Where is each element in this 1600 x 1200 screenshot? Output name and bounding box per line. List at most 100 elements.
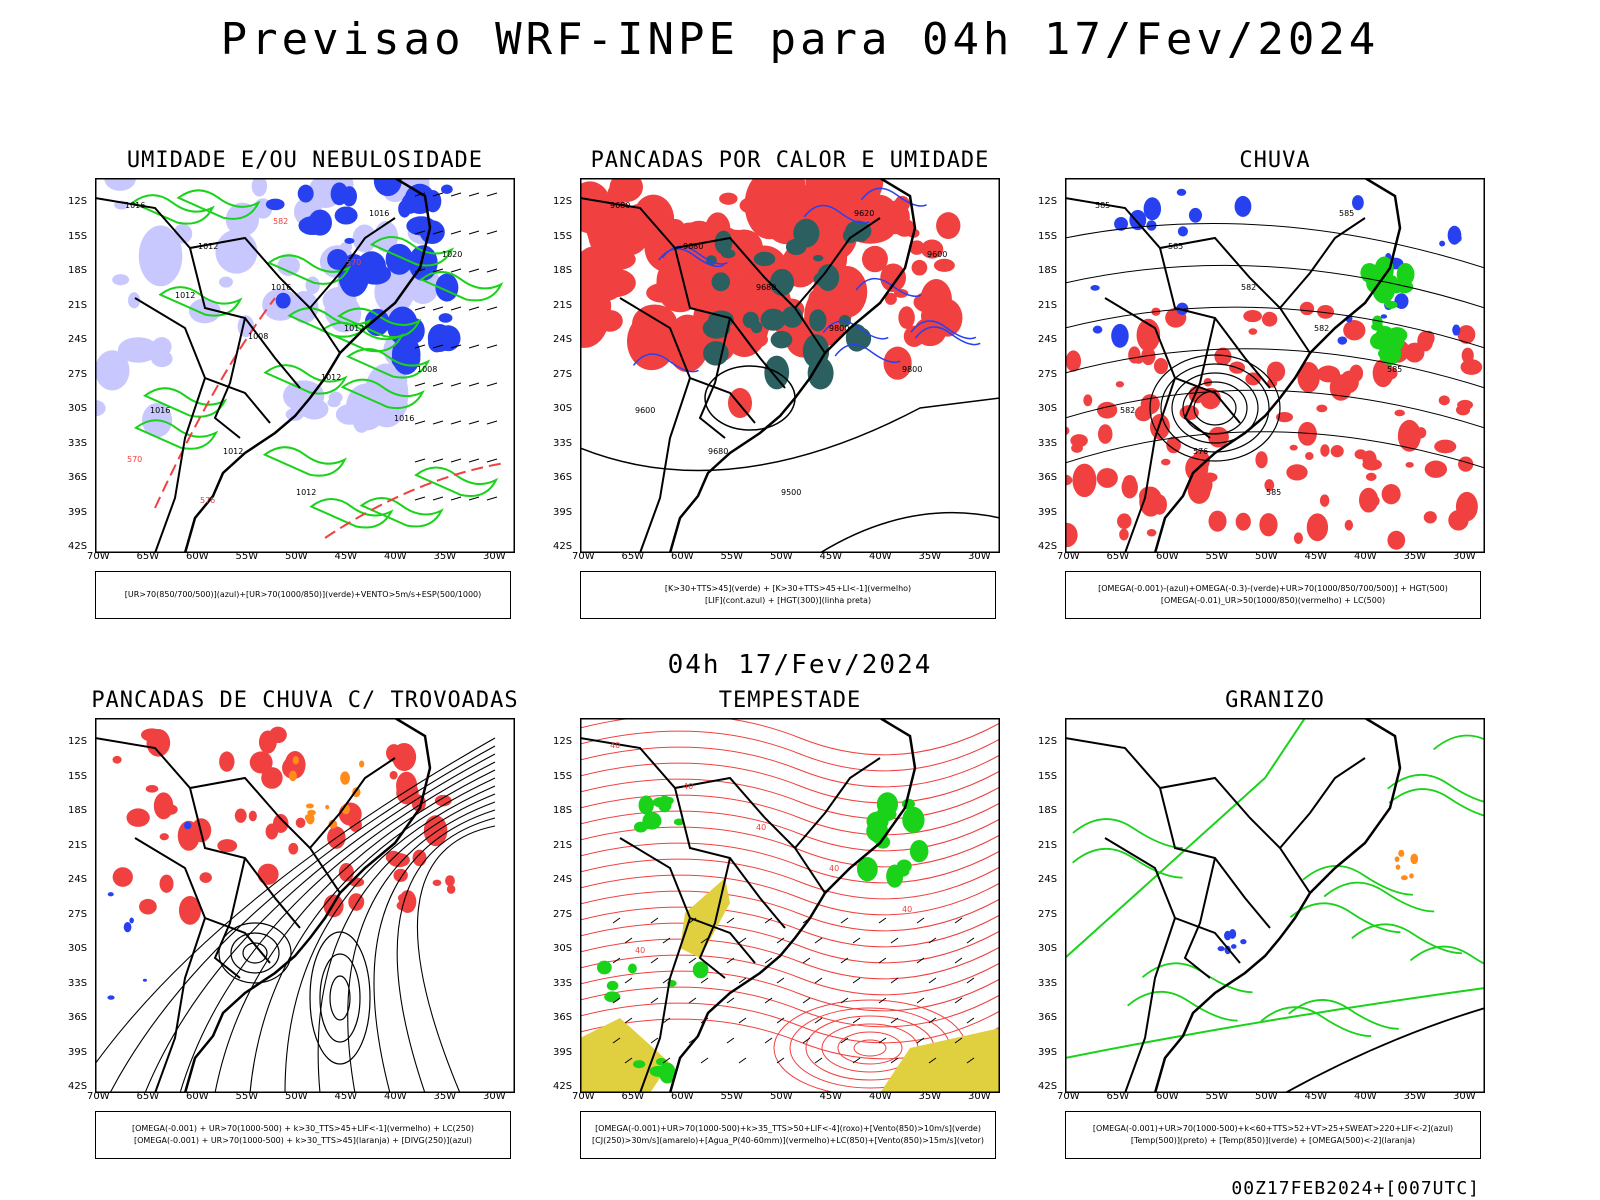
lat-tick-label: 21S bbox=[68, 839, 88, 851]
panel-title: UMIDADE E/OU NEBULOSIDADE bbox=[126, 148, 484, 173]
contour-label: 585 bbox=[1168, 242, 1183, 251]
lat-tick-label: 12S bbox=[68, 736, 88, 747]
lat-tick-label: 27S bbox=[1038, 908, 1058, 920]
contour-label: 1008 bbox=[248, 332, 268, 341]
legend-line: [CJ(250)>30m/s](amarelo)+[Agua_P(40-60mm… bbox=[592, 1136, 984, 1145]
contour-labels: 9680 9680 9680 9800 9800 9600 9680 9500 9620 9600 bbox=[610, 201, 947, 497]
map-frame bbox=[580, 178, 1000, 553]
jet-yellow-fill bbox=[880, 1028, 1000, 1093]
legend-line: [OMEGA(-0.001)+UR>70(1000-500)+k<60+TTS>… bbox=[1092, 1124, 1454, 1133]
contour-labels: 585 585 582 582 585 582 576 585 585 bbox=[1095, 201, 1402, 497]
lon-tick-label: 65W bbox=[621, 551, 645, 562]
map-frame bbox=[95, 178, 515, 553]
lat-tick-label: 21S bbox=[68, 299, 88, 311]
contour-label: 40 bbox=[756, 823, 766, 832]
contour-label: 1012 bbox=[321, 373, 341, 382]
lat-tick-label: 36S bbox=[68, 472, 88, 483]
map-area bbox=[1065, 718, 1485, 1093]
contour-label: 576 bbox=[1193, 447, 1208, 456]
convection-red-fill bbox=[880, 195, 963, 380]
lon-tick-label: 65W bbox=[136, 551, 160, 562]
coastline-and-borders bbox=[580, 178, 917, 553]
map-svg: 1016 1012 1016 1012 1008 1016 1012 1012 1016 1020… bbox=[95, 178, 515, 553]
lon-tick-label: 55W bbox=[1205, 1091, 1229, 1102]
lon-tick-label: 45W bbox=[819, 551, 843, 562]
map-area: 40 40 40 40 40 40 bbox=[580, 718, 1000, 1093]
map-svg: 40 40 40 40 40 40 bbox=[580, 718, 1000, 1093]
legend-line: [Temp(500)](preto) + [Temp(850)](verde) … bbox=[1130, 1136, 1416, 1145]
lon-tick-label: 35W bbox=[1403, 551, 1427, 562]
lat-tick-label: 27S bbox=[1038, 368, 1058, 380]
coastline-and-borders bbox=[580, 718, 917, 1093]
divergence-blue-fill bbox=[107, 821, 192, 1000]
lat-tick-label: 39S bbox=[553, 1046, 573, 1058]
lat-tick-label: 39S bbox=[553, 506, 573, 518]
lat-tick-label: 24S bbox=[553, 874, 573, 885]
contour-label: 9620 bbox=[854, 209, 874, 218]
lat-tick-label: 33S bbox=[68, 437, 88, 449]
lat-tick-label: 15S bbox=[68, 230, 88, 242]
lon-tick-label: 45W bbox=[819, 1091, 843, 1102]
lon-tick-label: 45W bbox=[1304, 1091, 1328, 1102]
lat-tick-label: 30S bbox=[1038, 403, 1058, 414]
contour-label: 9680 bbox=[683, 242, 703, 251]
lon-tick-label: 65W bbox=[1106, 551, 1130, 562]
contour-label: 582 bbox=[1120, 406, 1135, 415]
map-base bbox=[1065, 718, 1485, 1093]
contour-label: 585 bbox=[1266, 488, 1281, 497]
contour-label: 582 bbox=[273, 217, 288, 226]
lat-tick-label: 15S bbox=[1038, 770, 1058, 782]
legend-line: [OMEGA(-0.001)+UR>70(1000-500)+k>35_TTS>… bbox=[595, 1124, 981, 1133]
lon-tick-label: 50W bbox=[1255, 551, 1278, 562]
thunder-orange-fill bbox=[288, 756, 365, 829]
lon-tick-label: 50W bbox=[1255, 1091, 1278, 1102]
contour-label: 9800 bbox=[902, 365, 922, 374]
coastline-and-borders bbox=[95, 718, 432, 1093]
lat-tick-label: 18S bbox=[553, 265, 573, 276]
panel-legend: [OMEGA(-0.001) + UR>70(1000-500) + k>30_… bbox=[95, 1111, 511, 1159]
contour-label: 1016 bbox=[369, 209, 389, 218]
map-area: 9680 9680 9680 9800 9800 9600 9680 9500 9620 9600 bbox=[580, 178, 1000, 553]
lon-tick-label: 65W bbox=[1106, 1091, 1130, 1102]
lat-tick-label: 15S bbox=[553, 770, 573, 782]
map-area: 1016 1012 1016 1012 1008 1016 1012 1012 1016 1020… bbox=[95, 178, 515, 553]
lat-tick-label: 39S bbox=[1038, 1046, 1058, 1058]
lon-tick-label: 40W bbox=[869, 1091, 892, 1102]
lon-tick-label: 65W bbox=[621, 1091, 645, 1102]
temp500-contour bbox=[1284, 1007, 1485, 1093]
contour-label: 1012 bbox=[344, 324, 364, 333]
lat-tick-label: 21S bbox=[1038, 839, 1058, 851]
humidity-low-contours bbox=[130, 189, 504, 529]
contour-label: 1012 bbox=[198, 242, 218, 251]
lat-tick-label: 12S bbox=[553, 196, 573, 207]
hail-blue-fill bbox=[1217, 928, 1247, 955]
map-svg bbox=[1065, 718, 1485, 1093]
panel-title: PANCADAS DE CHUVA C/ TROVOADAS bbox=[91, 688, 519, 713]
mid-date-label: 04h 17/Fev/2024 bbox=[667, 650, 933, 680]
forecast-run-stamp: 00Z17FEB2024+[007UTC] bbox=[1231, 1178, 1480, 1199]
lon-tick-label: 40W bbox=[1354, 1091, 1377, 1102]
thunder-red-fill bbox=[112, 726, 456, 925]
legend-line: [OMEGA(-0.001)-(azul)+OMEGA(-0.3)-(verde… bbox=[1098, 584, 1448, 593]
contour-label: 9500 bbox=[781, 488, 801, 497]
contour-label: 576 bbox=[200, 496, 215, 505]
lat-tick-label: 12S bbox=[68, 196, 88, 207]
contour-label: 9600 bbox=[927, 250, 947, 259]
thickness-contour bbox=[154, 297, 276, 509]
lon-tick-label: 60W bbox=[1156, 551, 1179, 562]
lon-tick-label: 30W bbox=[1453, 1091, 1476, 1102]
lat-tick-label: 42S bbox=[68, 541, 88, 552]
lon-tick-label: 35W bbox=[433, 551, 457, 562]
lon-tick-label: 45W bbox=[334, 551, 358, 562]
legend-line: [K>30+TTS>45](verde) + [K>30+TTS>45+LI<-… bbox=[664, 584, 912, 593]
lat-tick-label: 36S bbox=[553, 1012, 573, 1023]
lon-tick-label: 70W bbox=[1057, 551, 1080, 562]
lon-tick-label: 70W bbox=[572, 1091, 595, 1102]
contour-label: 582 bbox=[1241, 283, 1256, 292]
contour-label: 570 bbox=[346, 258, 361, 267]
lifted-index-contours bbox=[632, 187, 981, 373]
rain-red-fill bbox=[1065, 301, 1483, 550]
temp850-contours bbox=[1065, 718, 1485, 1059]
lon-tick-label: 55W bbox=[235, 551, 259, 562]
hgt500-contours bbox=[1065, 222, 1485, 469]
